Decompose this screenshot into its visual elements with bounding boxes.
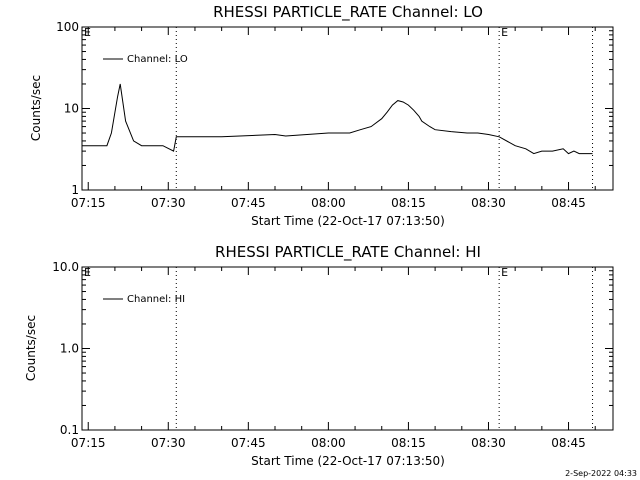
- x-tick-label: 08:30: [471, 436, 506, 450]
- x-tick-label: 08:00: [311, 196, 346, 210]
- event-marker-1: E: [501, 266, 508, 279]
- x-axis-label-hi: Start Time (22-Oct-17 07:13:50): [251, 454, 445, 468]
- event-marker-0: E: [84, 26, 91, 39]
- x-tick-label: 07:30: [151, 436, 186, 450]
- y-tick-label: 1: [71, 183, 79, 197]
- y-tick-label: 100: [56, 20, 79, 34]
- footer-timestamp: 2-Sep-2022 04:33: [565, 469, 637, 478]
- event-marker-1: E: [501, 26, 508, 39]
- chart-title-hi: RHESSI PARTICLE_RATE Channel: HI: [215, 243, 481, 262]
- legend-label-lo: Channel: LO: [127, 54, 188, 65]
- panel-lo: RHESSI PARTICLE_RATE Channel: LO Counts/…: [29, 3, 614, 228]
- x-tick-label: 08:30: [471, 196, 506, 210]
- x-tick-label: 07:15: [71, 196, 106, 210]
- panel-hi: RHESSI PARTICLE_RATE Channel: HI Counts/…: [24, 243, 614, 468]
- series-line-0: [82, 83, 593, 155]
- y-tick-label: 0.1: [60, 423, 79, 437]
- x-tick-label: 07:45: [231, 436, 266, 450]
- chart-title-lo: RHESSI PARTICLE_RATE Channel: LO: [213, 3, 483, 22]
- x-tick-label: 07:30: [151, 196, 186, 210]
- y-tick-label: 1.0: [60, 342, 79, 356]
- y-axis-label-hi: Counts/sec: [24, 315, 38, 381]
- x-tick-label: 08:15: [391, 436, 426, 450]
- x-tick-label: 07:45: [231, 196, 266, 210]
- x-tick-label: 08:45: [551, 436, 586, 450]
- x-tick-label: 07:15: [71, 436, 106, 450]
- x-tick-label: 08:45: [551, 196, 586, 210]
- event-marker-0: E: [84, 266, 91, 279]
- x-tick-label: 08:00: [311, 436, 346, 450]
- y-axis-label-lo: Counts/sec: [29, 75, 43, 141]
- x-tick-label: 08:15: [391, 196, 426, 210]
- y-tick-label: 10.0: [52, 260, 79, 274]
- x-axis-label-lo: Start Time (22-Oct-17 07:13:50): [251, 214, 445, 228]
- legend-label-hi: Channel: HI: [127, 294, 185, 305]
- y-tick-label: 10: [64, 102, 79, 116]
